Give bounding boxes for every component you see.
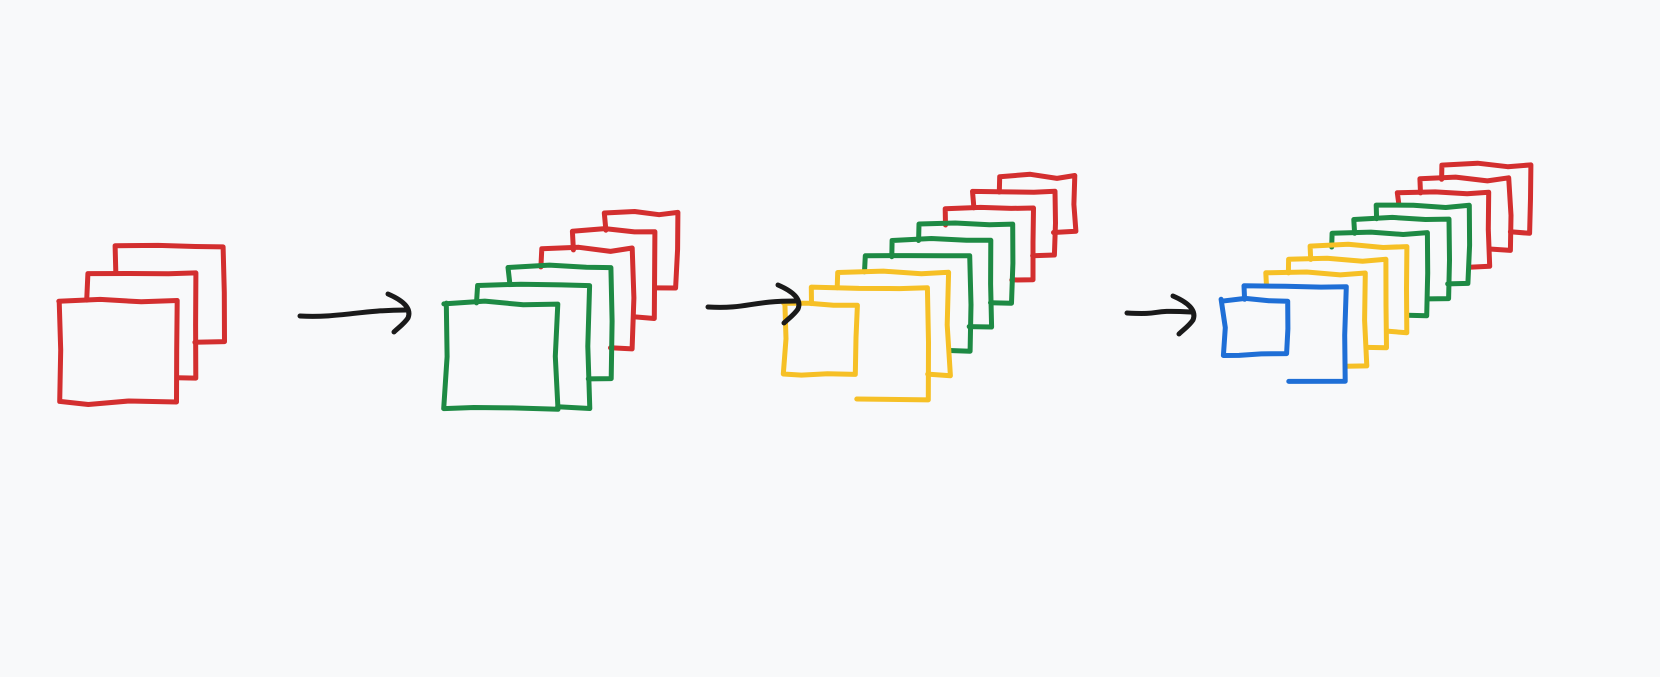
stage-3-frame-4-green	[916, 220, 1016, 306]
stage-3-frame-3-red	[942, 204, 1036, 283]
stage-2-frame-5-green	[474, 281, 593, 411]
stage-4-frame-11-blue	[1218, 295, 1291, 358]
stage-4-frame-2-red	[1417, 174, 1514, 253]
stage-2-frame-4-green	[505, 262, 615, 382]
stage-3-frame-6-green	[862, 253, 974, 354]
stage-4-frame-6-green	[1329, 229, 1431, 319]
arrow-2-head	[775, 282, 802, 326]
stage-4-frame-1-red	[1439, 160, 1534, 236]
stage-4-frame-5-green	[1351, 214, 1452, 302]
stage-3-frame-8-yellow	[808, 284, 931, 403]
arrow-2-shaft	[705, 298, 799, 310]
stage-4-frame-3-red	[1394, 189, 1493, 270]
stage-2-frame-6-green	[441, 298, 561, 412]
stage-3-frame-9-yellow	[780, 300, 860, 378]
stage-4-frame-9-yellow	[1263, 269, 1370, 369]
stage-3-frame-5-green	[889, 236, 995, 330]
stage-2-frame-1-red	[601, 209, 681, 291]
diagram-shapes	[56, 160, 1534, 412]
stage-1-frame-3-red	[56, 296, 180, 407]
arrow-1-shaft	[297, 307, 409, 319]
stage-4-frame-10-blue	[1241, 283, 1349, 384]
stage-3-frame-2-red	[970, 188, 1058, 259]
stage-4-frame-8-yellow	[1285, 255, 1389, 351]
stage-1-frame-1-red	[112, 242, 227, 345]
stage-4-frame-7-yellow	[1307, 241, 1410, 336]
stage-2-frame-3-red	[538, 244, 637, 352]
stage-1-frame-2-red	[84, 270, 199, 381]
arrow-3-head	[1170, 293, 1197, 337]
stage-4-frame-4-green	[1373, 202, 1473, 287]
stage-3-frame-1-red	[996, 171, 1079, 235]
stage-3-frame-7-yellow	[834, 268, 953, 379]
stage-2-frame-2-red	[569, 226, 658, 321]
arrow-1-head	[385, 291, 412, 335]
arrow-3-shaft	[1124, 308, 1194, 316]
